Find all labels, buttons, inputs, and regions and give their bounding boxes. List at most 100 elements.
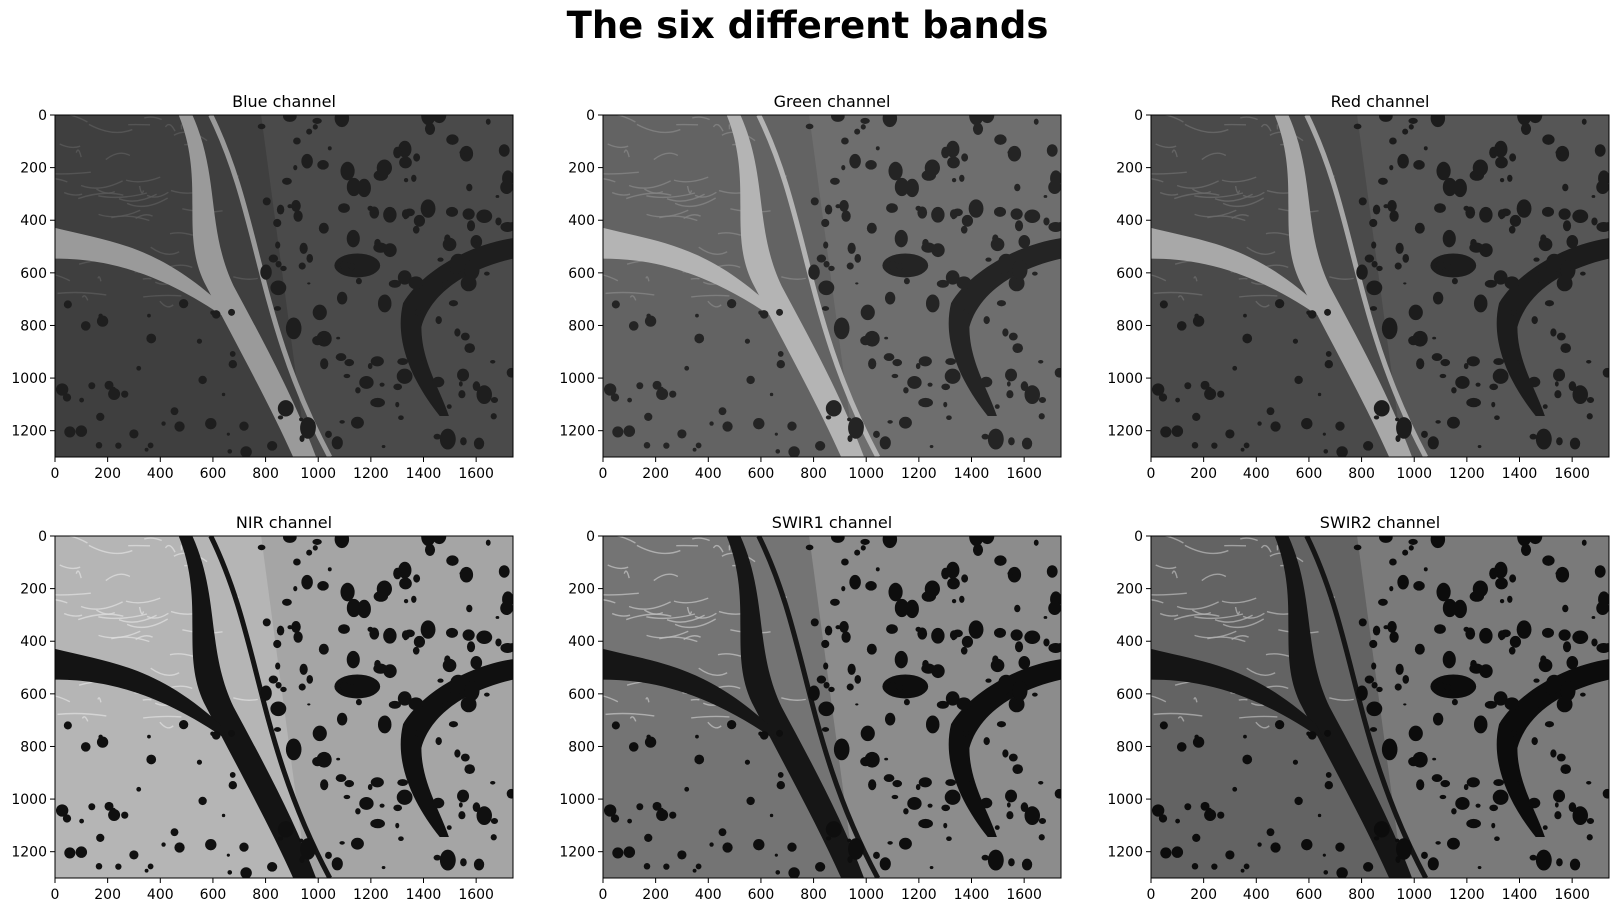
x-tick-label: 1400 [954, 887, 990, 903]
panel-4: NIR channel 0 200 400 600 800 1000 1200 1400 1600… [11, 513, 514, 903]
panel-2: Green channel 0 200 400 600 800 1000 1200 1400 16… [559, 92, 1062, 482]
y-tick-label: 400 [20, 213, 47, 229]
y-tick-label: 1000 [1107, 792, 1143, 808]
x-tick-label: 1400 [1502, 887, 1538, 903]
y-tick-label: 0 [586, 529, 595, 545]
y-tick-label: 0 [38, 529, 47, 545]
y-tick-label: 0 [38, 108, 47, 124]
x-tick-label: 400 [147, 887, 174, 903]
panel-3: Red channel 0 200 400 600 800 1000 1200 1400 1600… [1107, 92, 1610, 482]
y-tick-label: 400 [20, 634, 47, 650]
panel-title: Green channel [774, 92, 891, 111]
y-tick-label: 800 [20, 739, 47, 755]
x-tick-label: 1600 [1554, 887, 1590, 903]
satellite-image [1151, 536, 1609, 878]
y-tick-label: 600 [20, 687, 47, 703]
x-tick-label: 1400 [954, 466, 990, 482]
x-tick-label: 0 [599, 466, 608, 482]
y-tick-label: 0 [1134, 529, 1143, 545]
y-tick-label: 1200 [11, 845, 47, 861]
figure-title: The six different bands [566, 4, 1049, 47]
x-tick-label: 1600 [1006, 887, 1042, 903]
x-tick-label: 200 [642, 887, 669, 903]
satellite-image [603, 115, 1061, 457]
y-tick-label: 600 [568, 266, 595, 282]
y-tick-label: 800 [1116, 739, 1143, 755]
x-tick-label: 1200 [1449, 887, 1485, 903]
x-tick-label: 1000 [300, 887, 336, 903]
x-tick-label: 400 [1243, 887, 1270, 903]
panel-title: Red channel [1331, 92, 1430, 111]
x-tick-label: 800 [1348, 466, 1375, 482]
y-tick-label: 1000 [11, 792, 47, 808]
y-tick-label: 200 [568, 161, 595, 177]
y-tick-label: 800 [20, 318, 47, 334]
x-tick-label: 200 [94, 466, 121, 482]
panel-title: SWIR2 channel [1320, 513, 1440, 532]
x-tick-label: 200 [642, 466, 669, 482]
y-tick-label: 1200 [11, 424, 47, 440]
y-tick-label: 1000 [11, 371, 47, 387]
y-tick-label: 800 [1116, 318, 1143, 334]
satellite-image [1151, 115, 1609, 457]
x-tick-label: 1200 [901, 466, 937, 482]
satellite-image [55, 115, 513, 457]
axes-frame [54, 114, 514, 458]
y-tick-label: 1000 [559, 371, 595, 387]
y-tick-label: 0 [1134, 108, 1143, 124]
x-tick-label: 200 [1190, 887, 1217, 903]
x-tick-label: 1000 [1396, 887, 1432, 903]
x-tick-label: 1400 [406, 466, 442, 482]
x-tick-label: 400 [147, 466, 174, 482]
y-tick-label: 1200 [559, 845, 595, 861]
y-tick-label: 600 [1116, 687, 1143, 703]
x-tick-label: 1000 [1396, 466, 1432, 482]
x-tick-label: 800 [800, 466, 827, 482]
x-tick-label: 1600 [1554, 466, 1590, 482]
x-tick-label: 400 [695, 887, 722, 903]
x-tick-label: 800 [800, 887, 827, 903]
panel-1: Blue channel 0 200 400 600 800 1000 1200 1400 160… [11, 92, 514, 482]
x-tick-label: 0 [1147, 466, 1156, 482]
x-tick-label: 600 [200, 466, 227, 482]
x-tick-label: 800 [252, 887, 279, 903]
panel-title: SWIR1 channel [772, 513, 892, 532]
y-tick-label: 800 [568, 739, 595, 755]
y-tick-label: 600 [20, 266, 47, 282]
x-tick-label: 400 [695, 466, 722, 482]
y-tick-label: 200 [20, 582, 47, 598]
axes-frame [1150, 114, 1610, 458]
x-tick-label: 1200 [353, 466, 389, 482]
x-tick-label: 600 [748, 466, 775, 482]
panel-6: SWIR2 channel 0 200 400 600 800 1000 1200 1400 16… [1107, 513, 1610, 903]
x-tick-label: 1600 [1006, 466, 1042, 482]
y-tick-label: 200 [568, 582, 595, 598]
x-tick-label: 800 [252, 466, 279, 482]
y-tick-label: 1000 [559, 792, 595, 808]
axes-frame [602, 114, 1062, 458]
panel-title: NIR channel [236, 513, 332, 532]
x-tick-label: 600 [1296, 466, 1323, 482]
y-tick-label: 200 [1116, 582, 1143, 598]
x-tick-label: 200 [1190, 466, 1217, 482]
y-tick-label: 400 [568, 634, 595, 650]
axes-frame [602, 535, 1062, 879]
x-tick-label: 1000 [848, 466, 884, 482]
x-tick-label: 600 [200, 887, 227, 903]
y-tick-label: 1200 [1107, 845, 1143, 861]
y-tick-label: 200 [20, 161, 47, 177]
x-tick-label: 1000 [848, 887, 884, 903]
x-tick-label: 0 [51, 466, 60, 482]
y-tick-label: 800 [568, 318, 595, 334]
x-tick-label: 200 [94, 887, 121, 903]
x-tick-label: 600 [1296, 887, 1323, 903]
x-tick-label: 1400 [1502, 466, 1538, 482]
x-tick-label: 800 [1348, 887, 1375, 903]
x-tick-label: 1200 [353, 887, 389, 903]
x-tick-label: 400 [1243, 466, 1270, 482]
satellite-image [603, 536, 1061, 878]
y-tick-label: 1200 [559, 424, 595, 440]
y-tick-label: 600 [1116, 266, 1143, 282]
axes-frame [54, 535, 514, 879]
